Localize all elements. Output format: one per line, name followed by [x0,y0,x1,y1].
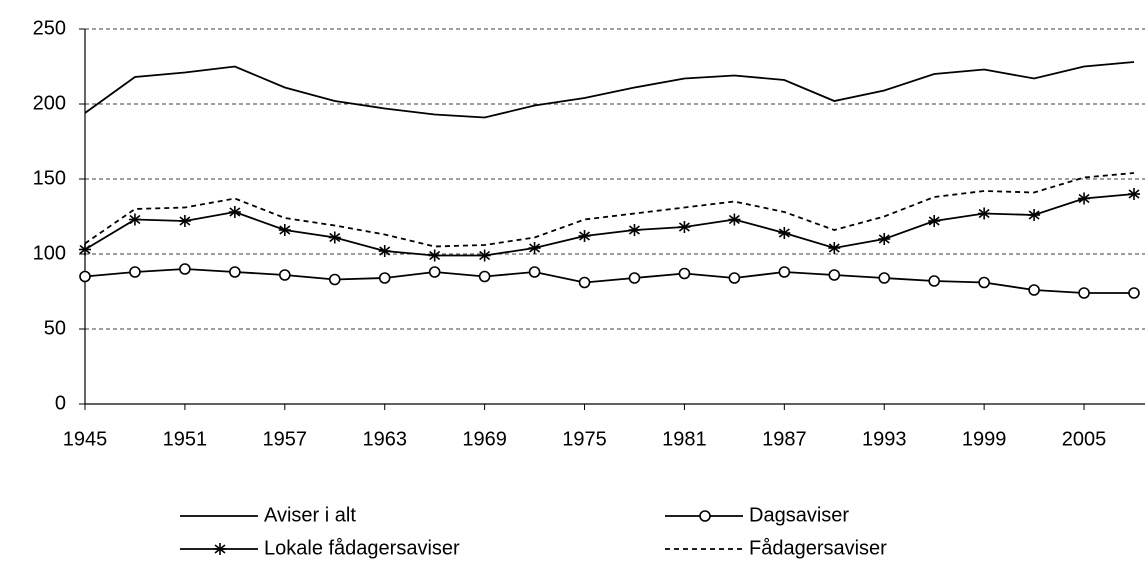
marker [1078,287,1090,299]
marker [178,215,191,227]
marker [528,242,541,254]
marker [528,266,541,278]
marker [229,266,241,278]
y-tick-label: 150 [33,167,66,189]
marker [978,276,990,289]
marker [378,272,391,284]
x-tick-label: 1957 [263,428,308,450]
marker [328,273,341,286]
legend-marker [214,543,226,555]
x-tick-label: 1975 [562,428,607,450]
x-tick-label: 1969 [462,428,507,450]
legend-label: Aviser i alt [264,504,356,526]
marker [478,249,491,262]
marker [828,269,841,281]
marker [478,270,491,283]
x-tick-label: 1993 [862,428,907,450]
marker [578,276,591,289]
marker [878,272,891,284]
x-tick-label: 1987 [762,428,807,450]
marker [428,266,441,278]
marker [279,269,291,281]
marker [828,242,841,254]
marker [928,275,940,287]
legend-label: Lokale fådagersaviser [264,537,460,559]
marker [328,231,341,244]
marker [1028,284,1040,296]
marker [728,272,741,284]
x-tick-label: 2005 [1062,428,1107,450]
y-tick-label: 0 [55,392,66,414]
legend-marker [699,510,711,522]
marker [978,207,991,220]
legend-label: Fådagersaviser [749,537,887,559]
x-tick-label: 1945 [63,428,108,450]
marker [578,230,591,242]
marker [678,221,691,233]
marker [428,249,441,262]
marker [1128,188,1140,200]
x-tick-label: 1981 [662,428,707,450]
marker [1078,192,1091,205]
x-tick-label: 1999 [962,428,1007,450]
marker [79,243,91,256]
marker [228,206,241,218]
marker [278,224,291,236]
marker [179,263,191,275]
marker [928,215,941,227]
legend-label: Dagsaviser [749,504,849,526]
series-line [84,61,1135,119]
marker [878,233,891,245]
series-line [84,172,1135,248]
marker [628,224,641,236]
series-line [84,268,1134,294]
marker [1128,287,1140,299]
marker [628,272,641,284]
marker [778,227,791,239]
x-tick-label: 1951 [163,428,208,450]
y-tick-label: 100 [33,242,66,264]
marker [728,213,741,226]
marker [778,266,791,278]
marker [79,270,91,283]
x-tick-label: 1963 [362,428,407,450]
marker [378,245,391,257]
series-line [84,193,1135,257]
y-tick-label: 50 [44,317,66,339]
y-tick-label: 200 [33,92,66,114]
y-tick-label: 250 [33,17,66,39]
marker [678,267,691,280]
marker [128,213,141,226]
marker [129,266,141,278]
marker [1028,209,1041,221]
